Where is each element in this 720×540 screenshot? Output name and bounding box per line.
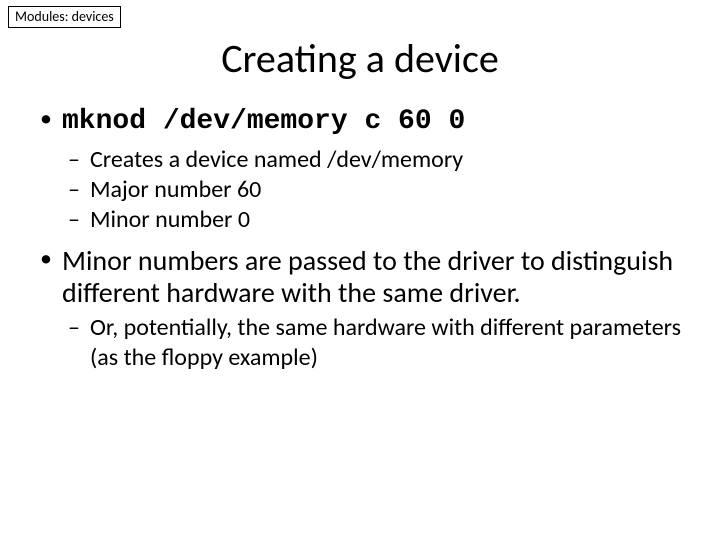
bullet-item: mknod /dev/memory c 60 0 Creates a devic… bbox=[38, 105, 692, 235]
sub-bullet-item: Major number 60 bbox=[62, 175, 692, 205]
sub-bullet-item: Or, potentially, the same hardware with … bbox=[62, 313, 692, 373]
slide-title: Creating a device bbox=[8, 34, 712, 83]
slide-content: mknod /dev/memory c 60 0 Creates a devic… bbox=[8, 105, 712, 373]
bullet-text: mknod /dev/memory c 60 0 bbox=[62, 106, 465, 137]
sub-bullet-item: Creates a device named /dev/memory bbox=[62, 145, 692, 175]
sub-bullet-list: Or, potentially, the same hardware with … bbox=[62, 313, 692, 373]
bullet-list: mknod /dev/memory c 60 0 Creates a devic… bbox=[38, 105, 692, 373]
sub-bullet-list: Creates a device named /dev/memory Major… bbox=[62, 145, 692, 235]
bullet-item: Minor numbers are passed to the driver t… bbox=[38, 245, 692, 373]
bullet-text: Minor numbers are passed to the driver t… bbox=[62, 243, 673, 310]
module-tag: Modules: devices bbox=[8, 6, 121, 28]
sub-bullet-item: Minor number 0 bbox=[62, 205, 692, 235]
slide: Modules: devices Creating a device mknod… bbox=[0, 0, 720, 540]
